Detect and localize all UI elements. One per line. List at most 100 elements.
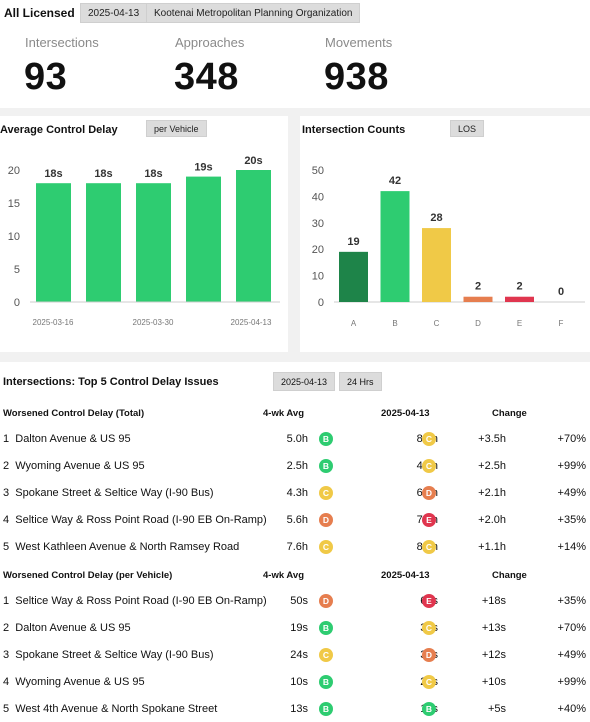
table-row[interactable]: 4 Wyoming Avenue & US 9510sB20sC+10s+99%	[0, 671, 590, 698]
table-row[interactable]: 2 Wyoming Avenue & US 952.5hB4.9hC+2.5h+…	[0, 455, 590, 482]
table-row[interactable]: 4 Seltice Way & Ross Point Road (I-90 EB…	[0, 509, 590, 536]
x-tick-label: F	[559, 319, 564, 328]
current-column-header: 2025-04-13	[381, 408, 430, 419]
avg-value: 2.5h	[286, 460, 308, 472]
organization-chip[interactable]: Kootenai Metropolitan Planning Organizat…	[146, 3, 361, 23]
y-tick-label: 10	[8, 231, 20, 243]
section-header: Worsened Control Delay (Total) 4-wk Avg 20…	[0, 406, 590, 424]
name-text: Wyoming Avenue & US 95	[15, 460, 145, 472]
intersection-name[interactable]: 3 Spokane Street & Seltice Way (I-90 Bus…	[3, 649, 214, 661]
change-percent: +99%	[557, 676, 586, 688]
average-delay-panel: Average Control Delay per Vehicle 0 5 10 15…	[0, 116, 288, 352]
data-label: 0	[558, 286, 564, 298]
average-delay-title: Average Control Delay	[0, 124, 118, 136]
avg-value: 13s	[290, 703, 308, 715]
avg-value: 10s	[290, 676, 308, 688]
kpi-intersections-label: Intersections	[25, 35, 99, 50]
change-column-header: Change	[492, 570, 527, 581]
los-badge: B	[422, 702, 436, 716]
change-value: +1.1h	[478, 541, 506, 553]
issues-period-chip[interactable]: 24 Hrs	[339, 372, 382, 391]
kpi-approaches-label: Approaches	[175, 35, 245, 50]
avg-value: 24s	[290, 649, 308, 661]
date-chip[interactable]: 2025-04-13	[80, 3, 148, 23]
rank: 4	[3, 676, 10, 688]
bar	[463, 296, 493, 302]
intersection-name[interactable]: 5 West Kathleen Avenue & North Ramsey Ro…	[3, 541, 239, 553]
los-badge: C	[422, 540, 436, 554]
change-percent: +49%	[557, 487, 586, 499]
change-percent: +70%	[557, 622, 586, 634]
intersection-name[interactable]: 2 Wyoming Avenue & US 95	[3, 460, 145, 472]
rank: 1	[3, 595, 10, 607]
change-value: +2.0h	[478, 514, 506, 526]
los-badge: C	[422, 675, 436, 689]
intersection-name[interactable]: 4 Wyoming Avenue & US 95	[3, 676, 145, 688]
bar	[380, 191, 410, 302]
per-vehicle-chip[interactable]: per Vehicle	[146, 120, 207, 137]
change-value: +10s	[481, 676, 506, 688]
change-value: +12s	[481, 649, 506, 661]
table-row[interactable]: 5 West Kathleen Avenue & North Ramsey Ro…	[0, 536, 590, 563]
bar	[186, 176, 221, 302]
change-value: +3.5h	[478, 433, 506, 445]
intersection-name[interactable]: 3 Spokane Street & Seltice Way (I-90 Bus…	[3, 487, 214, 499]
change-percent: +70%	[557, 433, 586, 445]
los-badge: C	[422, 432, 436, 446]
los-badge: D	[422, 648, 436, 662]
change-value: +2.1h	[478, 487, 506, 499]
intersection-counts-title: Intersection Counts	[302, 124, 406, 136]
table-row[interactable]: 2 Dalton Avenue & US 9519sB32sC+13s+70%	[0, 617, 590, 644]
bar	[422, 228, 451, 302]
section-header: Worsened Control Delay (per Vehicle) 4-wk…	[0, 568, 590, 586]
issues-date-chip[interactable]: 2025-04-13	[273, 372, 336, 391]
bar	[236, 170, 271, 302]
intersection-name[interactable]: 2 Dalton Avenue & US 95	[3, 622, 131, 634]
kpi-approaches-value: 348	[174, 56, 239, 98]
avg-value: 50s	[290, 595, 308, 607]
y-tick-label: 20	[8, 165, 20, 177]
data-label: 2	[475, 281, 481, 293]
rank: 2	[3, 460, 10, 472]
los-badge: C	[422, 621, 436, 635]
los-badge: C	[422, 459, 436, 473]
bar	[36, 183, 71, 302]
y-tick-label: 20	[312, 244, 324, 256]
section-title: Worsened Control Delay (per Vehicle)	[3, 570, 173, 581]
table-row[interactable]: 3 Spokane Street & Seltice Way (I-90 Bus…	[0, 482, 590, 509]
name-text: Spokane Street & Seltice Way (I-90 Bus)	[15, 487, 214, 499]
los-badge: C	[319, 540, 333, 554]
name-text: Dalton Avenue & US 95	[15, 622, 131, 634]
change-percent: +49%	[557, 649, 586, 661]
avg-value: 5.0h	[286, 433, 308, 445]
intersection-counts-chart: 0 10 20 30 40 50 19 A 42 B 28 C 2 D 2 E 0 F	[312, 165, 585, 328]
x-tick-label: 2025-03-30	[133, 318, 174, 327]
change-value: +13s	[481, 622, 506, 634]
change-value: +5s	[487, 703, 506, 715]
intersection-name[interactable]: 4 Seltice Way & Ross Point Road (I-90 EB…	[3, 514, 267, 526]
y-tick-label: 40	[312, 191, 324, 203]
intersection-name[interactable]: 1 Seltice Way & Ross Point Road (I-90 EB…	[3, 595, 267, 607]
x-tick-label: A	[351, 319, 357, 328]
table-row[interactable]: 5 West 4th Avenue & North Spokane Street…	[0, 698, 590, 722]
data-label: 18s	[144, 168, 162, 180]
los-badge: B	[319, 621, 333, 635]
los-chip[interactable]: LOS	[450, 120, 485, 137]
table-row[interactable]: 3 Spokane Street & Seltice Way (I-90 Bus…	[0, 644, 590, 671]
table-row[interactable]: 1 Seltice Way & Ross Point Road (I-90 EB…	[0, 590, 590, 617]
top-issues-panel: Intersections: Top 5 Control Delay Issue…	[0, 362, 590, 722]
los-badge: B	[319, 432, 333, 446]
change-value: +18s	[481, 595, 506, 607]
intersection-name[interactable]: 5 West 4th Avenue & North Spokane Street	[3, 703, 217, 715]
intersection-name[interactable]: 1 Dalton Avenue & US 95	[3, 433, 131, 445]
avg-value: 19s	[290, 622, 308, 634]
x-tick-label: C	[434, 319, 440, 328]
avg-column-header: 4-wk Avg	[263, 408, 305, 419]
top-issues-title: Intersections: Top 5 Control Delay Issue…	[3, 376, 219, 388]
table-row[interactable]: 1 Dalton Avenue & US 955.0hB8.5hC+3.5h+7…	[0, 428, 590, 455]
bar	[136, 183, 171, 302]
current-column-header: 2025-04-13	[381, 570, 430, 581]
avg-value: 5.6h	[286, 514, 308, 526]
los-badge: D	[319, 513, 333, 527]
y-tick-label: 15	[8, 198, 20, 210]
